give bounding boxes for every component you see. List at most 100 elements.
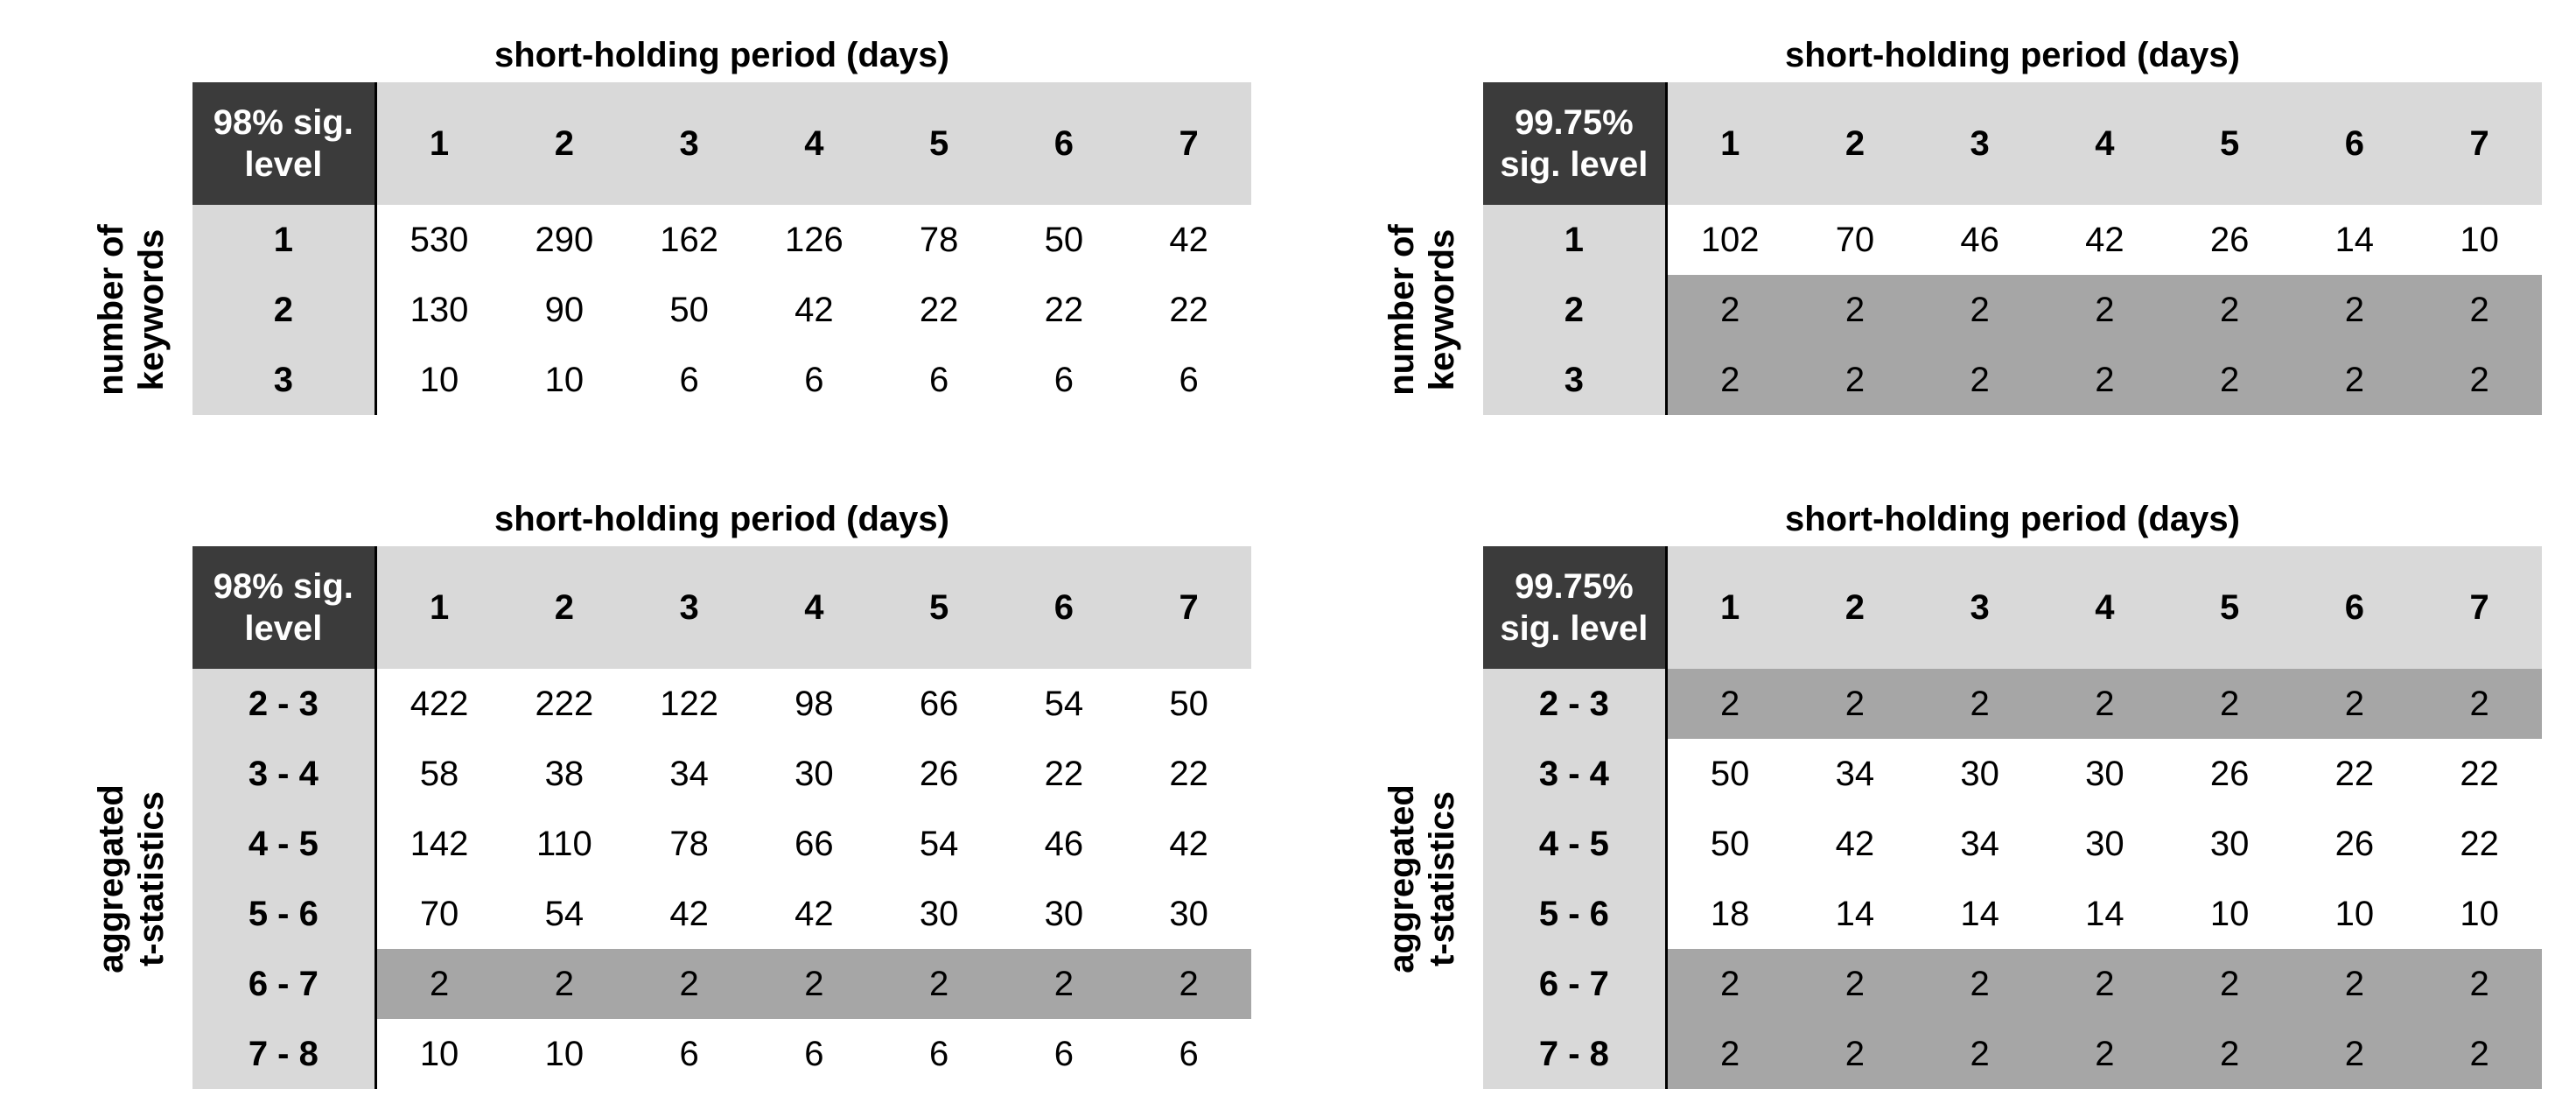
table-cell: 10 (501, 345, 627, 415)
table-cell: 2 (1917, 669, 2042, 739)
table-cell: 26 (2166, 739, 2292, 809)
table-cell: 22 (1001, 739, 1127, 809)
table-cell: 42 (752, 879, 877, 949)
table-title: short-holding period (days) (1785, 36, 2240, 74)
table-cell: 42 (2042, 205, 2167, 275)
table-cell: 2 (2166, 345, 2292, 415)
table-row: 3 - 4 58 38 34 30 26 22 22 (192, 739, 1251, 809)
table-cell: 2 (1917, 275, 2043, 345)
table-cell: 54 (1001, 669, 1127, 739)
table-row: 3 - 4 50 34 30 30 26 22 22 (1483, 739, 2542, 809)
column-header: 3 (1917, 546, 2042, 669)
column-header: 1 (1666, 546, 1793, 669)
table-cell: 122 (626, 669, 752, 739)
table-cell: 2 (1792, 669, 1918, 739)
row-axis-label-line: t-statistics (132, 790, 172, 967)
table-cell: 130 (375, 275, 502, 345)
column-header: 2 (1792, 546, 1918, 669)
table-row: 2 - 3 422 222 122 98 66 54 50 (192, 669, 1251, 739)
table-cell: 2 (1666, 669, 1793, 739)
table-row: 4 - 5 50 42 34 30 30 26 22 (1483, 809, 2542, 879)
column-header: 6 (1001, 546, 1127, 669)
table-cell: 2 (375, 949, 502, 1019)
table-cell: 22 (1126, 739, 1251, 809)
row-header: 6 - 7 (192, 949, 377, 1019)
row-axis-label-line: aggregated (92, 784, 131, 973)
header-row: 98% sig. level 1 2 3 4 5 6 7 (192, 82, 1251, 205)
table-cell: 2 (2292, 1019, 2418, 1089)
table-cell: 22 (1001, 275, 1127, 345)
row-axis-label-line: number of (1382, 224, 1422, 396)
table-cell: 42 (1126, 809, 1251, 879)
data-table: 99.75% sig. level 1 2 3 4 5 6 7 1 102 70 46 42 26 14 10 2… (1483, 82, 2542, 415)
table-cell: 2 (2292, 949, 2418, 1019)
table-cell: 10 (2166, 879, 2292, 949)
column-header: 2 (501, 82, 627, 205)
table-cell: 26 (876, 739, 1002, 809)
table-cell: 2 (2166, 669, 2292, 739)
significance-level-line: 99.75% (1515, 103, 1634, 142)
column-header: 3 (1917, 82, 2043, 205)
row-header: 2 - 3 (192, 669, 377, 739)
column-header: 3 (626, 82, 752, 205)
table-cell: 30 (1917, 739, 2042, 809)
table-cell: 30 (2042, 739, 2167, 809)
table-cell: 14 (1917, 879, 2042, 949)
row-header: 3 - 4 (1483, 739, 1668, 809)
table-cell: 22 (2292, 739, 2418, 809)
table-cell: 34 (1792, 739, 1918, 809)
table-cell: 2 (2042, 669, 2167, 739)
table-cell: 90 (501, 275, 627, 345)
table-cell: 2 (2292, 345, 2418, 415)
table-cell: 110 (501, 809, 627, 879)
table-title: short-holding period (days) (494, 500, 949, 538)
table-cell: 2 (2042, 275, 2167, 345)
significance-level-line: level (244, 145, 323, 184)
table-cell: 34 (626, 739, 752, 809)
table-cell: 2 (1666, 275, 1793, 345)
table-cell: 30 (1001, 879, 1127, 949)
table-cell: 66 (876, 669, 1002, 739)
table-cell: 6 (626, 1019, 752, 1089)
table-cell: 6 (752, 1019, 877, 1089)
table-cell: 22 (2417, 809, 2542, 879)
table-cell: 2 (1001, 949, 1127, 1019)
table-cell: 2 (1792, 1019, 1918, 1089)
table-cell: 50 (1666, 809, 1793, 879)
table-cell: 14 (2042, 879, 2167, 949)
significance-level-header: 99.75% sig. level (1483, 546, 1668, 669)
data-table: 98% sig. level 1 2 3 4 5 6 7 2 - 3 422 222 122 98 66 54… (192, 546, 1251, 1089)
table-panel-top-left: short-holding period (days) number of keyw… (70, 26, 1251, 481)
row-header: 6 - 7 (1483, 949, 1668, 1019)
row-axis-label-line: keywords (1423, 228, 1462, 391)
row-axis-label-line: number of (92, 224, 131, 396)
table-title: short-holding period (days) (1785, 500, 2240, 538)
table-cell: 46 (1001, 809, 1127, 879)
significance-level-line: sig. level (1500, 609, 1648, 648)
table-cell: 2 (2417, 1019, 2542, 1089)
row-axis-label-container: aggregated t-statistics (70, 669, 192, 1089)
table-cell: 50 (1001, 205, 1127, 275)
table-cell: 38 (501, 739, 627, 809)
row-axis-label-line: t-statistics (1423, 790, 1462, 967)
table-cell: 2 (1666, 345, 1793, 415)
column-header: 6 (2292, 82, 2418, 205)
column-header: 1 (375, 546, 502, 669)
table-cell: 2 (2417, 669, 2542, 739)
table-cell: 2 (2042, 1019, 2167, 1089)
row-header: 2 - 3 (1483, 669, 1668, 739)
table-cell: 6 (1001, 1019, 1127, 1089)
data-table: 98% sig. level 1 2 3 4 5 6 7 1 530 290 162 126 78 50 42 2… (192, 82, 1251, 415)
table-cell: 6 (1001, 345, 1127, 415)
row-axis-label: aggregated t-statistics (91, 784, 172, 973)
table-cell: 2 (2292, 669, 2418, 739)
table-panel-bottom-left: short-holding period (days) aggregated t-s… (70, 490, 1251, 1089)
table-cell: 530 (375, 205, 502, 275)
table-cell: 66 (752, 809, 877, 879)
row-header: 7 - 8 (1483, 1019, 1668, 1089)
table-cell: 30 (2166, 809, 2292, 879)
table-cell: 2 (1666, 1019, 1793, 1089)
table-cell: 2 (752, 949, 877, 1019)
significance-level-line: level (244, 609, 323, 648)
